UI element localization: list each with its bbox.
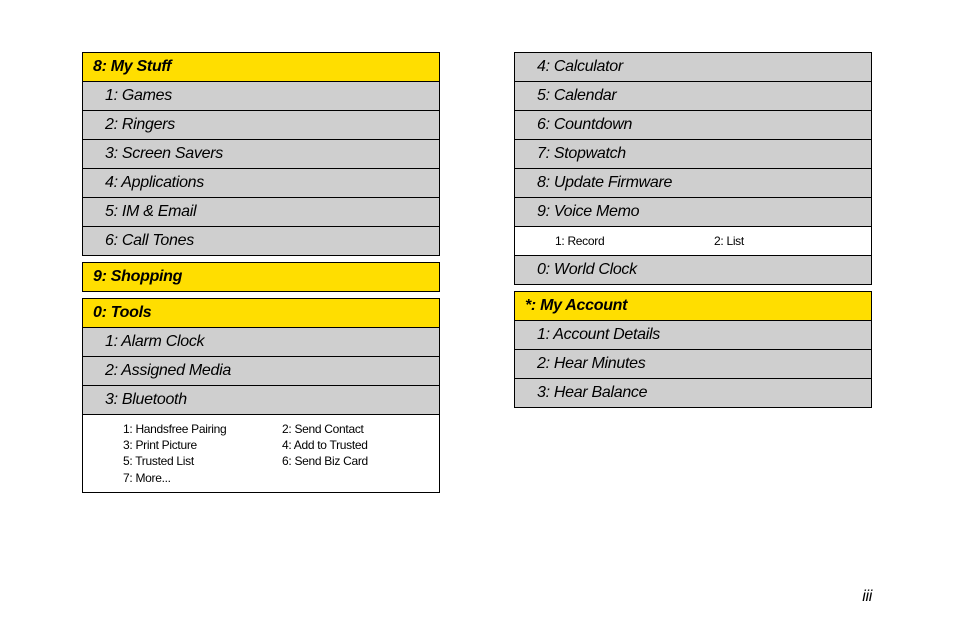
list-item: 2: Hear Minutes bbox=[514, 349, 872, 378]
list-item: 4: Calculator bbox=[514, 52, 872, 81]
list-item: 8: Update Firmware bbox=[514, 168, 872, 197]
sub-item: 4: Add to Trusted bbox=[282, 437, 433, 453]
sub-item: 1: Handsfree Pairing bbox=[123, 421, 274, 437]
sub-item: 7: More... bbox=[123, 470, 274, 486]
sub-item: 5: Trusted List bbox=[123, 453, 274, 469]
list-item: 5: Calendar bbox=[514, 81, 872, 110]
list-item: 1: Games bbox=[82, 81, 440, 110]
left-column: 8: My Stuff 1: Games 2: Ringers 3: Scree… bbox=[82, 52, 440, 636]
section-header-my-account: *: My Account bbox=[514, 291, 872, 320]
sub-item: 2: Send Contact bbox=[282, 421, 433, 437]
list-item: 1: Account Details bbox=[514, 320, 872, 349]
right-column: 4: Calculator 5: Calendar 6: Countdown 7… bbox=[514, 52, 872, 636]
sub-item: 3: Print Picture bbox=[123, 437, 274, 453]
list-item: 3: Hear Balance bbox=[514, 378, 872, 408]
sub-item bbox=[282, 470, 433, 486]
section-header-tools: 0: Tools bbox=[82, 298, 440, 327]
list-item: 2: Assigned Media bbox=[82, 356, 440, 385]
list-item: 7: Stopwatch bbox=[514, 139, 872, 168]
list-item: 6: Countdown bbox=[514, 110, 872, 139]
list-item: 3: Screen Savers bbox=[82, 139, 440, 168]
list-item: 9: Voice Memo bbox=[514, 197, 872, 226]
page: 8: My Stuff 1: Games 2: Ringers 3: Scree… bbox=[0, 0, 954, 636]
list-item: 2: Ringers bbox=[82, 110, 440, 139]
list-item: 4: Applications bbox=[82, 168, 440, 197]
sub-item: 1: Record bbox=[555, 233, 706, 249]
section-header-shopping: 9: Shopping bbox=[82, 262, 440, 292]
list-item: 5: IM & Email bbox=[82, 197, 440, 226]
list-item: 3: Bluetooth bbox=[82, 385, 440, 414]
page-number: iii bbox=[862, 588, 872, 606]
sub-list-bluetooth: 1: Handsfree Pairing 2: Send Contact 3: … bbox=[82, 414, 440, 493]
sub-item: 2: List bbox=[714, 233, 865, 249]
sub-item: 6: Send Biz Card bbox=[282, 453, 433, 469]
section-header-my-stuff: 8: My Stuff bbox=[82, 52, 440, 81]
list-item: 1: Alarm Clock bbox=[82, 327, 440, 356]
list-item: 0: World Clock bbox=[514, 255, 872, 285]
list-item: 6: Call Tones bbox=[82, 226, 440, 256]
sub-list-voice-memo: 1: Record 2: List bbox=[514, 226, 872, 255]
